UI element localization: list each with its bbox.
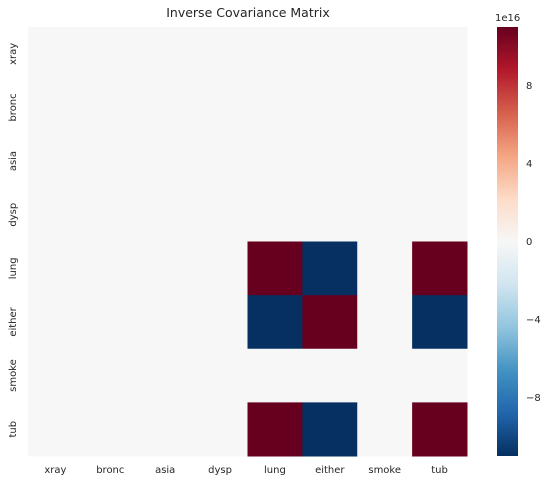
colorbar-tick-label: −8	[526, 393, 541, 404]
heatmap-cell-tub-xray	[28, 402, 84, 457]
heatmap-cell-smoke-xray	[28, 348, 84, 403]
x-tick-label-bronc: bronc	[96, 465, 124, 476]
heatmap-cell-smoke-lung	[247, 348, 303, 403]
heatmap-cell-asia-lung	[247, 134, 303, 189]
heatmap-cell-lung-either	[302, 241, 358, 296]
heatmap-cell-dysp-tub	[412, 187, 468, 243]
heatmap-cell-lung-dysp	[192, 241, 249, 296]
heatmap-cell-bronc-tub	[412, 80, 468, 135]
heatmap-cell-xray-dysp	[192, 27, 249, 82]
heatmap-cell-xray-bronc	[82, 27, 139, 82]
heatmap-cell-asia-xray	[28, 134, 84, 189]
colorbar-tick-label: 0	[526, 237, 532, 248]
heatmap-cell-asia-bronc	[82, 134, 139, 189]
heatmap-cells	[28, 27, 468, 457]
x-tick-label-smoke: smoke	[368, 465, 401, 476]
heatmap-cell-asia-tub	[412, 134, 468, 189]
y-tick-label-tub: tub	[8, 421, 19, 438]
heatmap-cell-xray-either	[302, 27, 358, 82]
heatmap-cell-tub-smoke	[357, 402, 413, 457]
heatmap-cell-lung-smoke	[357, 241, 413, 296]
heatmap-cell-bronc-bronc	[82, 80, 139, 135]
heatmap-cell-xray-smoke	[357, 27, 413, 82]
heatmap-cell-dysp-asia	[137, 187, 194, 243]
heatmap-cell-either-either	[302, 295, 358, 350]
heatmap-cell-either-tub	[412, 295, 468, 350]
heatmap-cell-dysp-either	[302, 187, 358, 243]
y-tick-label-xray: xray	[8, 43, 19, 65]
heatmap-cell-smoke-smoke	[357, 348, 413, 403]
x-tick-label-lung: lung	[264, 465, 286, 476]
y-tick-label-bronc: bronc	[8, 93, 19, 121]
heatmap-cell-lung-xray	[28, 241, 84, 296]
y-tick-label-smoke: smoke	[8, 359, 19, 392]
heatmap-cell-tub-asia	[137, 402, 194, 457]
heatmap-cell-tub-dysp	[192, 402, 249, 457]
y-tick-label-asia: asia	[8, 151, 19, 171]
heatmap-cell-either-bronc	[82, 295, 139, 350]
x-tick-label-xray: xray	[44, 465, 66, 476]
heatmap-cell-dysp-lung	[247, 187, 303, 243]
heatmap-cell-tub-lung	[247, 402, 303, 457]
heatmap-cell-dysp-xray	[28, 187, 84, 243]
heatmap-cell-tub-either	[302, 402, 358, 457]
heatmap-cell-dysp-bronc	[82, 187, 139, 243]
y-tick-label-dysp: dysp	[8, 203, 19, 227]
heatmap-cell-bronc-asia	[137, 80, 194, 135]
colorbar	[497, 27, 518, 456]
heatmap-cell-either-dysp	[192, 295, 249, 350]
heatmap-cell-asia-dysp	[192, 134, 249, 189]
x-tick-label-tub: tub	[431, 465, 448, 476]
heatmap-cell-either-lung	[247, 295, 303, 350]
heatmap-cell-dysp-smoke	[357, 187, 413, 243]
heatmap-cell-lung-asia	[137, 241, 194, 296]
heatmap-cell-asia-either	[302, 134, 358, 189]
colorbar-tick-label: −4	[526, 315, 541, 326]
chart-title: Inverse Covariance Matrix	[166, 5, 330, 20]
colorbar-offset-label: 1e16	[495, 13, 520, 24]
x-tick-label-either: either	[315, 465, 345, 476]
heatmap-cell-smoke-bronc	[82, 348, 139, 403]
heatmap-cell-either-asia	[137, 295, 194, 350]
x-tick-label-dysp: dysp	[208, 465, 232, 476]
heatmap-cell-smoke-tub	[412, 348, 468, 403]
y-tick-label-either: either	[8, 306, 19, 336]
heatmap-cell-bronc-dysp	[192, 80, 249, 135]
heatmap-cell-smoke-either	[302, 348, 358, 403]
heatmap-cell-xray-tub	[412, 27, 468, 82]
y-tick-labels: xray bronc asia dysp lung either smoke tub	[8, 43, 19, 438]
x-tick-label-asia: asia	[155, 465, 175, 476]
heatmap-cell-tub-tub	[412, 402, 468, 457]
heatmap-cell-smoke-asia	[137, 348, 194, 403]
heatmap-cell-smoke-dysp	[192, 348, 249, 403]
heatmap-cell-asia-smoke	[357, 134, 413, 189]
colorbar-tick-label: 4	[526, 159, 532, 170]
heatmap-cell-lung-bronc	[82, 241, 139, 296]
y-tick-label-lung: lung	[8, 257, 19, 279]
heatmap-cell-either-xray	[28, 295, 84, 350]
heatmap-cell-dysp-dysp	[192, 187, 249, 243]
heatmap-cell-asia-asia	[137, 134, 194, 189]
heatmap-cell-bronc-either	[302, 80, 358, 135]
heatmap-cell-either-smoke	[357, 295, 413, 350]
heatmap-cell-tub-bronc	[82, 402, 139, 457]
heatmap-cell-bronc-lung	[247, 80, 303, 135]
heatmap-cell-xray-lung	[247, 27, 303, 82]
heatmap-cell-bronc-smoke	[357, 80, 413, 135]
heatmap-cell-bronc-xray	[28, 80, 84, 135]
heatmap-cell-lung-lung	[247, 241, 303, 296]
colorbar-tick-labels: 8 4 0 −4 −8	[526, 81, 541, 404]
heatmap-cell-lung-tub	[412, 241, 468, 296]
x-tick-labels: xray bronc asia dysp lung either smoke tub	[44, 465, 447, 476]
colorbar-tick-label: 8	[526, 81, 532, 92]
heatmap-cell-xray-asia	[137, 27, 194, 82]
heatmap-cell-xray-xray	[28, 27, 84, 82]
